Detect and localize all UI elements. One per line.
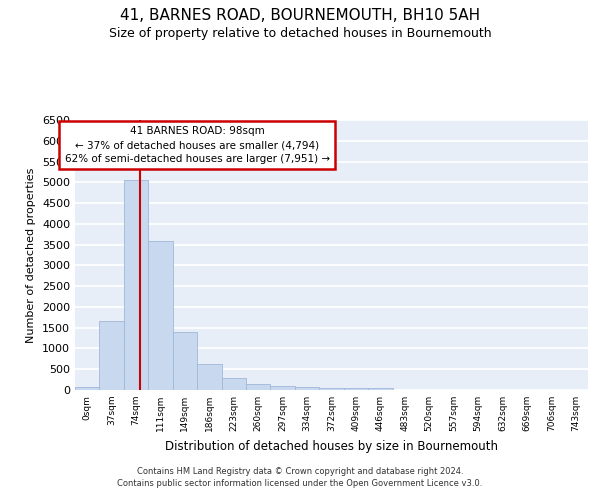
Bar bbox=[319, 388, 344, 390]
Bar bbox=[221, 378, 246, 390]
Text: Contains HM Land Registry data © Crown copyright and database right 2024.
Contai: Contains HM Land Registry data © Crown c… bbox=[118, 466, 482, 487]
Text: Size of property relative to detached houses in Bournemouth: Size of property relative to detached ho… bbox=[109, 28, 491, 40]
Bar bbox=[75, 386, 100, 390]
Bar bbox=[173, 332, 197, 390]
Text: 41 BARNES ROAD: 98sqm
← 37% of detached houses are smaller (4,794)
62% of semi-d: 41 BARNES ROAD: 98sqm ← 37% of detached … bbox=[65, 126, 330, 164]
Bar bbox=[197, 364, 221, 390]
Bar bbox=[368, 388, 392, 390]
Bar bbox=[344, 388, 368, 390]
Bar bbox=[124, 180, 148, 390]
X-axis label: Distribution of detached houses by size in Bournemouth: Distribution of detached houses by size … bbox=[165, 440, 498, 452]
Bar bbox=[271, 386, 295, 390]
Bar bbox=[246, 384, 271, 390]
Bar bbox=[295, 387, 319, 390]
Text: 41, BARNES ROAD, BOURNEMOUTH, BH10 5AH: 41, BARNES ROAD, BOURNEMOUTH, BH10 5AH bbox=[120, 8, 480, 22]
Bar bbox=[100, 322, 124, 390]
Y-axis label: Number of detached properties: Number of detached properties bbox=[26, 168, 37, 342]
Bar bbox=[148, 242, 173, 390]
